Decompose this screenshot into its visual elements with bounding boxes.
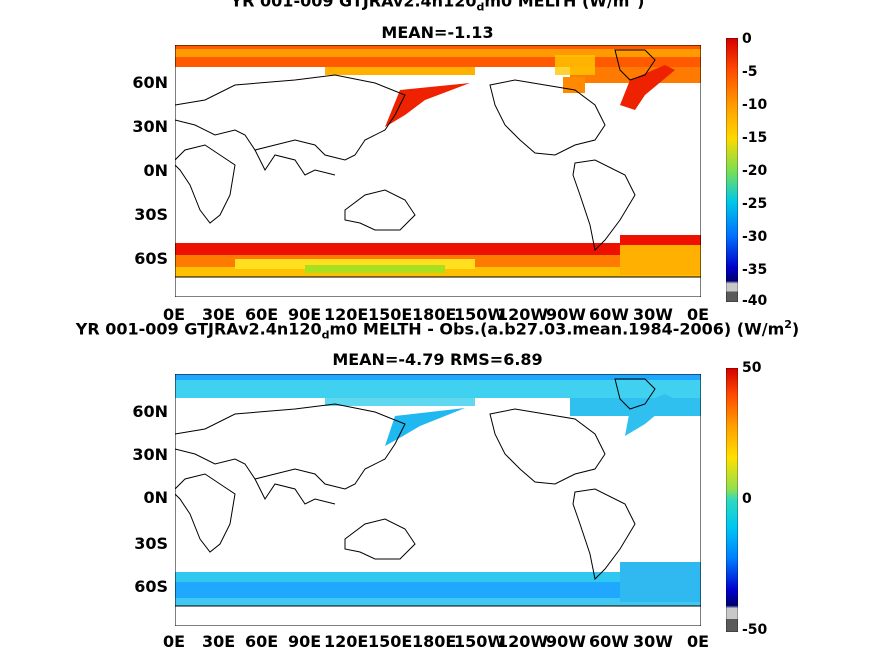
panel2-lon-tick: 0E	[687, 632, 710, 651]
panel2-map	[175, 374, 701, 626]
panel1-cb-label: -5	[742, 64, 758, 80]
panel1-title-text: YR 001-009 GTJRAv2.4n120	[230, 0, 477, 11]
panel1-lon-tick: 150W	[454, 305, 506, 324]
panel2-lon-tick: 120W	[497, 632, 549, 651]
panel1-colorbar	[726, 38, 738, 302]
panel2-kuroshio	[385, 408, 465, 446]
panel2-lat-0n: 0N	[143, 488, 168, 507]
panel2-cb-label: -50	[742, 622, 768, 638]
panel2-lon-tick: 0E	[163, 632, 186, 651]
panel2-cb-label: 0	[742, 491, 752, 507]
panel2-lat-60n: 60N	[132, 402, 168, 421]
panel2-lon-tick: 150E	[368, 632, 413, 651]
panel1-kuroshio	[385, 83, 470, 127]
panel2-lon-tick: 150W	[454, 632, 506, 651]
panel1-cb-label: -35	[742, 262, 768, 278]
panel1-cb-label: -25	[742, 196, 768, 212]
panel1-lon-tick: 150E	[368, 305, 413, 324]
panel1-title-text2: m0 MELTH (W/m	[484, 0, 630, 11]
panel2-title-line1: YR 001-009 GTJRAv2.4n120dm0 MELTH - Obs.…	[0, 318, 875, 342]
panel2-southern-band	[175, 572, 701, 582]
panel1-cb-label: -15	[742, 130, 768, 146]
panel1-lat-60n: 60N	[132, 73, 168, 92]
panel2-cb-label: 50	[742, 360, 762, 376]
panel1-north-atlantic	[620, 65, 675, 110]
panel2-title-end: )	[791, 319, 800, 339]
panel2-lon-tick: 60W	[589, 632, 629, 651]
panel1-lat-30s: 30S	[134, 205, 168, 224]
panel2-title-text2: m0 MELTH - Obs.(a.b27.03.mean.1984-2006)…	[329, 319, 785, 339]
panel2-lon-tick: 90W	[546, 632, 586, 651]
panel1-lon-tick: 120W	[497, 305, 549, 324]
panel1-lon-tick: 180E	[412, 305, 457, 324]
panel2-lon-tick: 30E	[202, 632, 236, 651]
panel1-title-line1: YR 001-009 GTJRAv2.4n120dm0 MELTH (W/m2)	[0, 0, 875, 14]
panel2-lat-30s: 30S	[134, 534, 168, 553]
panel1-cb-label: -10	[742, 97, 768, 113]
panel1-lon-tick: 60W	[589, 305, 629, 324]
panel2-lon-tick: 120E	[324, 632, 369, 651]
panel2-lat-30n: 30N	[132, 445, 168, 464]
panel1-cb-label: 0	[742, 31, 752, 47]
panel1-lat-0n: 0N	[143, 161, 168, 180]
panel1-lon-tick: 0E	[687, 305, 710, 324]
panel2-lon-tick: 60E	[245, 632, 279, 651]
panel1-lon-ticks: 0E	[163, 305, 185, 324]
panel1-cb-label: -20	[742, 163, 768, 179]
panel2-lon-tick: 90E	[288, 632, 322, 651]
panel2-north-atlantic	[625, 394, 675, 436]
panel1-lon-tick: 0E	[163, 305, 186, 324]
panel2-lon-tick: 30W	[633, 632, 673, 651]
panel1-title-line2: MEAN=-1.13	[381, 23, 494, 42]
panel1-lon-tick: 60E	[245, 305, 279, 324]
panel1-lon-tick: 90W	[546, 305, 586, 324]
panel2-title-sub: d	[321, 328, 330, 342]
panel1-title-sup: 2	[629, 0, 637, 3]
panel2-title-text: YR 001-009 GTJRAv2.4n120	[75, 319, 322, 339]
panel2-title-line2: MEAN=-4.79 RMS=6.89	[332, 350, 543, 369]
panel1-lon-tick: 30E	[202, 305, 236, 324]
panel1-title-sub: d	[476, 0, 485, 14]
panel2-colorbar	[726, 368, 738, 632]
panel2-lon-tick: 180E	[412, 632, 457, 651]
panel1-map	[175, 45, 701, 297]
panel1-title-end: )	[637, 0, 645, 11]
panel1-southern-band	[175, 243, 701, 255]
panel1-lon-tick: 90E	[288, 305, 322, 324]
panel2-title-sup: 2	[784, 318, 792, 331]
panel1-cb-label: -40	[742, 293, 768, 309]
panel1-cb-label: -30	[742, 229, 768, 245]
panel1-lon-tick: 120E	[324, 305, 369, 324]
panel1-lat-60s: 60S	[134, 249, 168, 268]
panel1-lat-30n: 30N	[132, 117, 168, 136]
panel1-lon-tick: 30W	[633, 305, 673, 324]
panel2-lat-60s: 60S	[134, 577, 168, 596]
